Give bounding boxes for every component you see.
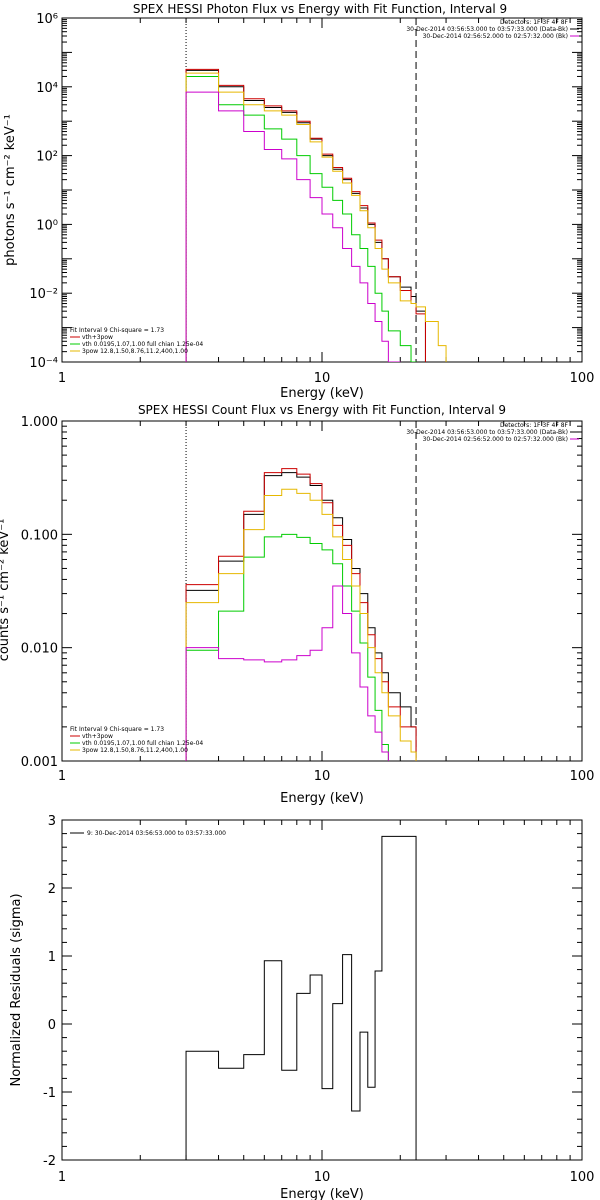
legend-bottom-left-entry: vth 0.0195,1.07,1.00 full chian 1.25e-04 [82,341,203,348]
y-axis-label: Normalized Residuals (sigma) [9,893,24,1086]
legend-top-left-entry: 9: 30-Dec-2014 03:56:53.000 to 03:57:33.… [87,830,226,837]
series-line-1 [185,69,426,362]
x-axis-label: Energy (keV) [280,791,364,806]
y-tick-label: -2 [43,1154,56,1169]
chart-panel-1: 1 10 100 10⁻⁴ 10⁻² 10⁰ 10² 10⁴ 10⁶ SPEX HESSI Pho… [3,2,594,401]
series-line-5 [185,585,417,761]
series-line-2 [185,68,426,362]
x-axis-label: Energy (keV) [280,1187,364,1200]
plot-frame [61,17,583,363]
series-group [185,835,417,1160]
series-line-4 [185,488,417,761]
chart-panel-2: 1 10 100 0.001 0.010 0.100 1.000 SPEX HESSI Cou… [0,403,595,806]
series-line-4 [185,72,447,362]
series-line-3 [185,75,426,362]
y-tick-label: 2 [48,882,56,897]
legend-bottom-left-entry: vth+3pow [82,733,113,740]
x-tick-label: 100 [570,769,595,784]
y-tick-label: 1.000 [21,415,58,430]
legend-top-right-entry: 30-Dec-2014 02:56:52.000 to 02:57:32.000… [423,436,568,443]
x-tick-label: 100 [570,371,595,386]
x-axis-label: Energy (keV) [280,386,364,401]
legend-top-right-entry: Detectors: 1F 3F 4F 8F [500,422,569,429]
chart-panel-3: 1 10 100 -2 -1 0 1 2 3 Energy (keV) Normalized Res… [9,814,594,1200]
x-tick-label: 10 [314,769,331,784]
legend-top-right-entry: Detectors: 1F 3F 4F 8F [500,19,569,26]
series-group [185,68,447,362]
x-tick-label: 10 [314,1170,331,1185]
y-tick-label: 10⁻² [29,287,58,302]
legend-bottom-left-entry: Fit Interval 9 Chi-square = 1.73 [70,726,164,733]
series-line-5 [185,91,426,362]
series-line-3 [185,533,417,761]
y-tick-label: -1 [43,1086,56,1101]
legend-bottom-left-entry: 3pow 12.8,1.50,8.76,11.2,400,1.00 [82,348,188,355]
y-tick-label: 0.001 [21,755,58,770]
legend-bottom-left-entry: vth 0.0195,1.07,1.00 full chian 1.25e-04 [82,740,203,747]
y-tick-label: 1 [48,950,56,965]
series-line-1 [185,835,417,1160]
y-tick-label: 10² [36,150,58,165]
y-tick-label: 10⁰ [36,218,58,233]
y-tick-label: 0.100 [21,528,58,543]
y-tick-label: 0 [48,1018,56,1033]
y-tick-label: 10⁻⁴ [29,356,58,371]
legend-top-right-entry: 30-Dec-2014 03:56:53.000 to 03:57:33.000… [406,429,568,436]
chart-title: SPEX HESSI Photon Flux vs Energy with Fi… [133,2,507,16]
y-tick-label: 3 [48,814,56,829]
legend-top-right-entry: 30-Dec-2014 03:56:53.000 to 03:57:33.000… [406,26,568,33]
x-tick-label: 100 [570,1170,595,1185]
y-tick-label: 10⁶ [36,12,58,27]
legend-bottom-left-entry: vth+3pow [82,334,113,341]
series-group [185,468,417,761]
legend-bottom-left-entry: 3pow 12.8,1.50,8.76,11.2,400,1.00 [82,747,188,754]
x-tick-label: 1 [58,769,66,784]
x-tick-label: 1 [58,1170,66,1185]
chart-title: SPEX HESSI Count Flux vs Energy with Fit… [138,403,506,417]
x-tick-label: 1 [58,371,66,386]
plot-frame [61,420,583,762]
legend-top-right-entry: 30-Dec-2014 02:56:52.000 to 02:57:32.000… [423,33,568,40]
y-tick-label: 0.010 [21,642,58,657]
legend-bottom-left-entry: Fit Interval 9 Chi-square = 1.73 [70,327,164,334]
y-tick-label: 10⁴ [36,81,58,96]
y-axis-label: photons s⁻¹ cm⁻² keV⁻¹ [3,114,18,266]
y-axis-label: counts s⁻¹ cm⁻² keV⁻¹ [0,519,12,662]
x-tick-label: 10 [314,371,331,386]
